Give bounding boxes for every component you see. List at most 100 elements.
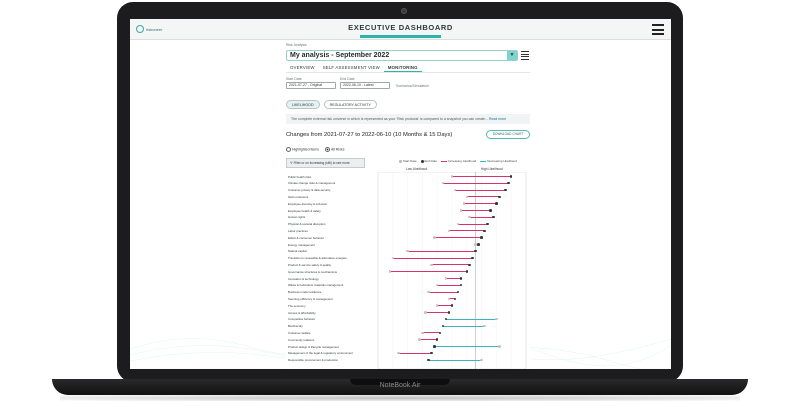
start-point[interactable] xyxy=(435,304,439,307)
start-point[interactable] xyxy=(468,215,472,219)
change-line[interactable] xyxy=(466,196,500,198)
start-point[interactable] xyxy=(480,358,483,362)
change-line[interactable] xyxy=(437,284,461,286)
end-point[interactable] xyxy=(480,236,483,239)
start-point[interactable] xyxy=(441,181,445,185)
change-line[interactable] xyxy=(469,216,494,218)
change-line[interactable] xyxy=(431,264,470,266)
start-point[interactable] xyxy=(447,297,451,301)
end-point[interactable] xyxy=(477,243,480,246)
change-line[interactable] xyxy=(452,176,512,177)
start-point[interactable] xyxy=(421,331,424,335)
change-line[interactable] xyxy=(407,250,476,252)
analysis-select[interactable]: My analysis - September 2022 ▼ xyxy=(286,50,518,61)
change-line[interactable] xyxy=(422,332,441,334)
end-point[interactable] xyxy=(486,222,489,226)
start-point[interactable] xyxy=(447,229,451,233)
end-point[interactable] xyxy=(444,317,448,321)
change-line[interactable] xyxy=(443,325,485,327)
change-line[interactable] xyxy=(392,257,473,259)
change-line[interactable] xyxy=(389,271,467,272)
end-point[interactable] xyxy=(503,188,507,192)
end-point[interactable] xyxy=(441,324,445,328)
change-line[interactable] xyxy=(428,359,482,361)
start-point[interactable] xyxy=(495,317,498,321)
start-date-select[interactable]: 2021-07-27 - Original xyxy=(286,82,336,89)
start-point[interactable] xyxy=(453,188,457,192)
end-point[interactable] xyxy=(456,290,460,294)
change-line[interactable] xyxy=(457,223,488,225)
end-point[interactable] xyxy=(432,345,436,348)
radio-highlighted[interactable]: Highlighted Items xyxy=(286,147,319,152)
tab-self-assessment[interactable]: SELF ASSESSMENT VIEW xyxy=(322,65,380,70)
change-line[interactable] xyxy=(437,305,452,306)
end-point[interactable] xyxy=(468,263,472,267)
filter-input[interactable]: ⛛ Filter or on increasing (still) to see… xyxy=(286,158,365,168)
end-point[interactable] xyxy=(438,331,442,335)
change-line[interactable] xyxy=(434,346,500,347)
change-line[interactable] xyxy=(449,230,485,232)
chevron-down-icon[interactable]: ▼ xyxy=(507,51,517,60)
end-point[interactable] xyxy=(492,215,495,219)
end-point[interactable] xyxy=(509,175,513,178)
start-point[interactable] xyxy=(483,324,486,328)
hamburger-menu-icon[interactable] xyxy=(652,24,664,35)
regulatory-toggle[interactable]: REGULATORY ACTIVITY xyxy=(323,100,377,109)
end-point[interactable] xyxy=(498,195,501,199)
radio-all-risks[interactable]: All Risks xyxy=(325,147,344,152)
change-line[interactable] xyxy=(454,189,506,191)
start-point[interactable] xyxy=(388,270,392,273)
end-point[interactable] xyxy=(506,181,510,185)
end-point[interactable] xyxy=(453,297,457,301)
start-point[interactable] xyxy=(474,243,477,246)
likelihood-toggle[interactable]: LIKELIHOOD xyxy=(286,100,320,109)
start-point[interactable] xyxy=(498,345,501,348)
change-line[interactable] xyxy=(449,298,455,300)
end-date-select[interactable]: 2022-06-10 - Latest xyxy=(340,82,390,89)
change-line[interactable] xyxy=(460,210,491,211)
change-line[interactable] xyxy=(398,352,432,354)
app-logo[interactable]: riskoneer xyxy=(136,25,162,33)
start-point[interactable] xyxy=(429,263,433,267)
download-chart-button[interactable]: DOWNLOAD CHART xyxy=(486,130,530,139)
start-point[interactable] xyxy=(465,195,469,199)
start-point[interactable] xyxy=(444,277,448,280)
list-icon[interactable] xyxy=(521,51,529,61)
start-point[interactable] xyxy=(391,256,395,260)
end-point[interactable] xyxy=(459,283,463,287)
start-point[interactable] xyxy=(406,249,409,253)
start-point[interactable] xyxy=(459,209,463,212)
read-more-link[interactable]: Read more xyxy=(488,117,507,121)
end-point[interactable] xyxy=(489,209,492,212)
start-point[interactable] xyxy=(435,283,439,287)
end-point[interactable] xyxy=(427,358,430,362)
tab-monitoring[interactable]: MONITORING xyxy=(383,64,422,72)
change-line[interactable] xyxy=(475,244,479,245)
change-line[interactable] xyxy=(428,291,458,293)
start-point[interactable] xyxy=(427,290,430,294)
change-line[interactable] xyxy=(419,339,438,340)
end-point[interactable] xyxy=(483,229,486,233)
change-line[interactable] xyxy=(446,278,461,279)
start-point[interactable] xyxy=(432,236,436,239)
scenario-label[interactable]: Scenarios/Simulation xyxy=(396,84,429,88)
change-line[interactable] xyxy=(425,312,450,313)
change-line[interactable] xyxy=(434,237,482,238)
end-point[interactable] xyxy=(450,304,454,307)
start-point[interactable] xyxy=(462,202,466,205)
end-point[interactable] xyxy=(495,202,498,205)
end-point[interactable] xyxy=(474,249,477,253)
end-point[interactable] xyxy=(429,351,433,355)
start-point[interactable] xyxy=(397,351,400,355)
end-point[interactable] xyxy=(465,270,469,273)
change-line[interactable] xyxy=(446,318,497,320)
end-point[interactable] xyxy=(435,338,439,341)
end-point[interactable] xyxy=(471,256,474,260)
start-point[interactable] xyxy=(450,175,454,178)
start-point[interactable] xyxy=(456,222,460,226)
tab-overview[interactable]: OVERVIEW xyxy=(290,65,315,70)
start-point[interactable] xyxy=(418,338,421,341)
change-line[interactable] xyxy=(443,182,509,184)
change-line[interactable] xyxy=(463,203,497,204)
start-point[interactable] xyxy=(424,311,427,314)
